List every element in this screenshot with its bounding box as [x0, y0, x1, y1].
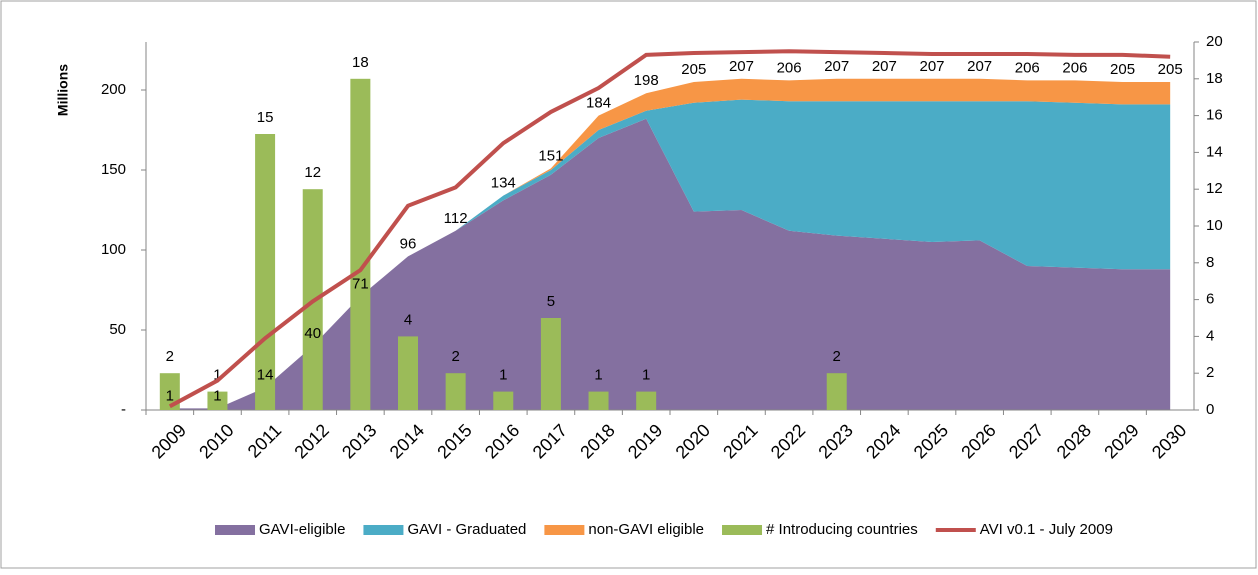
bar — [398, 336, 418, 410]
bar — [588, 391, 609, 410]
total-label: 206 — [1015, 59, 1040, 76]
bar — [636, 391, 657, 410]
bar-label: 1 — [213, 367, 221, 384]
total-label: 96 — [400, 235, 417, 252]
bar-label: 5 — [547, 293, 555, 310]
y2-tick-label: 4 — [1206, 327, 1214, 344]
legend-swatch — [722, 525, 763, 535]
y2-tick-label: 2 — [1206, 364, 1214, 381]
y-axis-label: Millions — [55, 64, 71, 116]
total-label: 40 — [304, 325, 321, 342]
y2-tick-label: 20 — [1206, 33, 1223, 50]
total-label: 207 — [824, 58, 849, 75]
bar — [159, 373, 180, 410]
legend-swatch — [215, 525, 255, 535]
total-label: 206 — [777, 59, 802, 76]
total-label: 205 — [1158, 61, 1183, 78]
area — [169, 99, 1171, 409]
bar — [826, 373, 847, 410]
legend-label: # Introducing countries — [766, 521, 918, 538]
legend-swatch — [363, 525, 404, 535]
bar-label: 1 — [642, 367, 650, 384]
total-label: 184 — [586, 95, 611, 112]
total-label: 1 — [166, 387, 174, 404]
bar-label: 2 — [451, 348, 459, 365]
legend-swatch — [544, 525, 585, 535]
bar-label: 12 — [304, 164, 321, 181]
y2-tick-label: 0 — [1206, 401, 1214, 418]
y2-tick-label: 14 — [1206, 143, 1223, 160]
bar-label: 1 — [594, 367, 602, 384]
total-label: 1 — [213, 387, 221, 404]
bar-label: 1 — [499, 367, 507, 384]
y2-tick-label: 12 — [1206, 180, 1223, 197]
y2-tick-label: 10 — [1206, 217, 1223, 234]
y-tick-label: 100 — [101, 241, 126, 258]
total-label: 205 — [681, 61, 706, 78]
total-label: 112 — [444, 210, 468, 227]
total-label: 151 — [538, 147, 563, 164]
bar-label: 15 — [257, 109, 274, 126]
total-label: 207 — [967, 58, 992, 75]
bar-label: 2 — [166, 348, 174, 365]
bar-label: 4 — [404, 311, 412, 328]
bar — [207, 391, 228, 410]
y-tick-label: 150 — [101, 161, 126, 178]
y-tick-label: 50 — [109, 321, 126, 338]
bar — [350, 78, 371, 411]
total-label: 205 — [1110, 61, 1135, 78]
legend-label: AVI v0.1 - July 2009 — [980, 521, 1113, 538]
y2-tick-label: 6 — [1206, 291, 1214, 308]
line — [168, 49, 1171, 409]
bar-label: 18 — [352, 54, 369, 71]
total-label: 207 — [919, 58, 944, 75]
total-label: 207 — [872, 58, 897, 75]
y2-tick-label: 16 — [1206, 107, 1223, 124]
bar — [493, 391, 514, 410]
y-tick-label: 200 — [101, 81, 126, 98]
total-label: 71 — [352, 275, 369, 292]
y2-tick-label: 8 — [1206, 254, 1214, 271]
legend-label: GAVI - Graduated — [407, 521, 526, 538]
area — [169, 118, 1171, 411]
total-label: 14 — [257, 367, 274, 384]
total-label: 206 — [1062, 59, 1087, 76]
legend-label: non-GAVI eligible — [588, 521, 704, 538]
legend-label: GAVI-eligible — [259, 521, 345, 538]
total-label: 134 — [491, 175, 516, 192]
y-tick-label: - — [121, 401, 126, 418]
bar — [445, 373, 466, 410]
y2-tick-label: 18 — [1206, 70, 1223, 87]
bar — [540, 318, 561, 410]
total-label: 198 — [634, 72, 659, 89]
total-label: 207 — [729, 58, 754, 75]
bar-label: 2 — [833, 348, 841, 365]
